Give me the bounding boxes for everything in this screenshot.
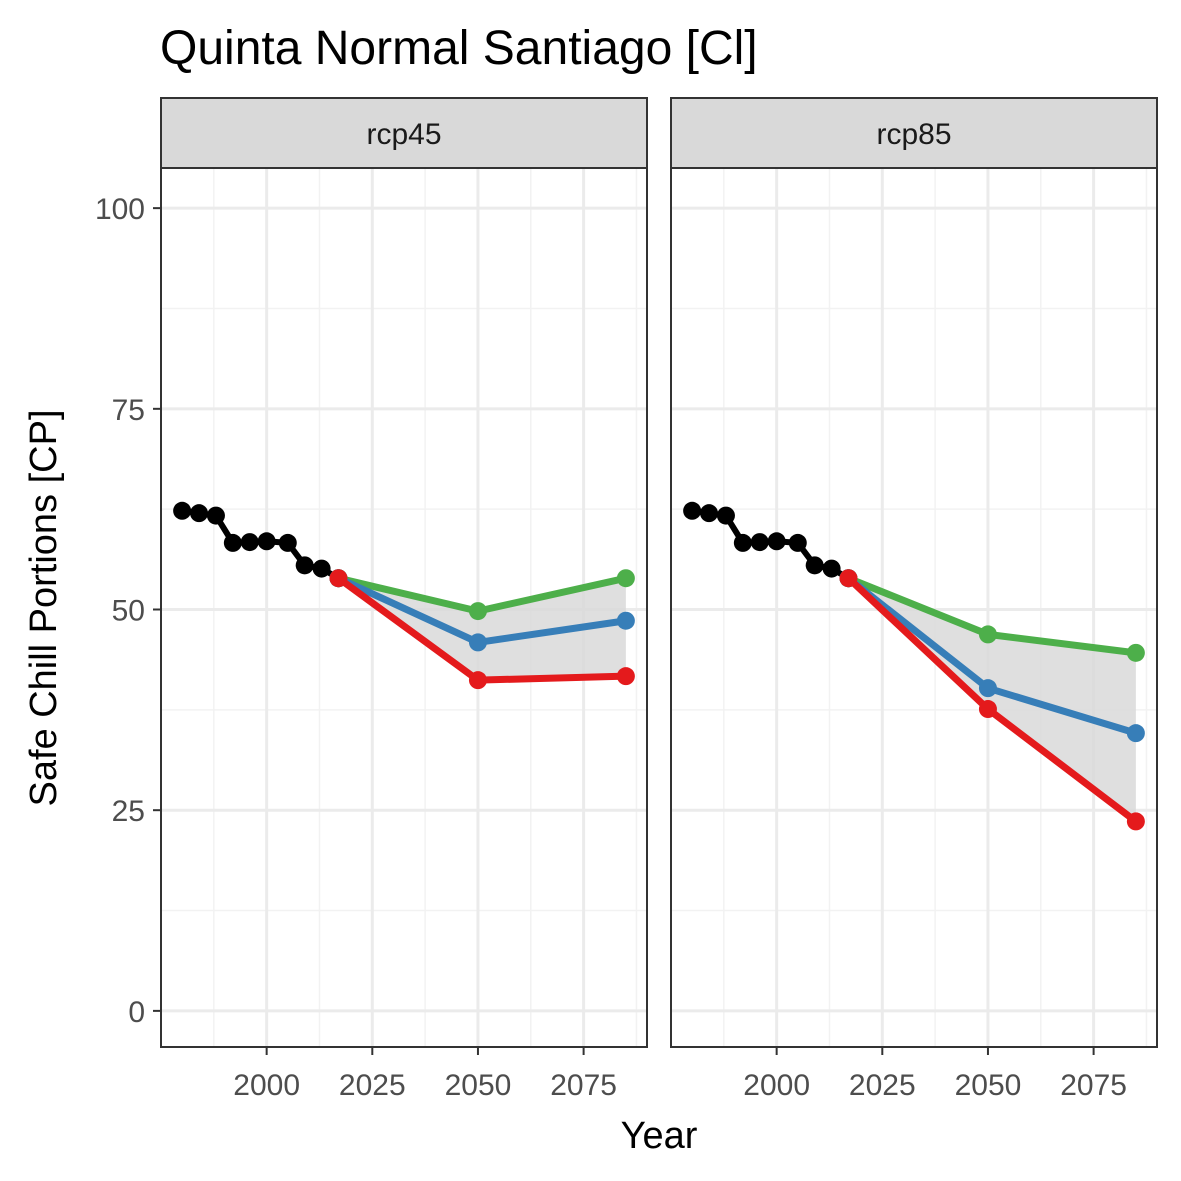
panel-rcp45: rcp45 2000 2025 2050 2075 0 25 50 75 100 xyxy=(95,97,648,1102)
gridlines xyxy=(671,168,1157,1047)
x-axis-title: Year xyxy=(621,1115,698,1157)
historic-point xyxy=(190,504,209,523)
historic-point xyxy=(822,559,841,578)
chart-title: Quinta Normal Santiago [Cl] xyxy=(160,22,758,75)
historic-point xyxy=(312,559,331,578)
x-tick-label: 2025 xyxy=(849,1069,916,1102)
historic-point xyxy=(683,501,702,520)
pessimistic-point xyxy=(616,667,635,686)
historic-point xyxy=(257,532,276,551)
x-tick-label: 2025 xyxy=(339,1069,406,1102)
x-tick-label: 2050 xyxy=(955,1069,1022,1102)
historic-point xyxy=(767,532,786,551)
historic-point xyxy=(733,533,752,552)
pessimistic-point xyxy=(839,569,858,588)
pessimistic-point xyxy=(468,671,487,690)
optimistic-point xyxy=(616,569,635,588)
historic-point xyxy=(223,533,242,552)
optimistic-point xyxy=(978,625,997,644)
x-tick-label: 2075 xyxy=(550,1069,617,1102)
x-tick-label: 2000 xyxy=(743,1069,810,1102)
strip-label: rcp85 xyxy=(876,118,951,151)
historic-point xyxy=(295,556,314,575)
pessimistic-point xyxy=(1126,812,1145,831)
pessimistic-point xyxy=(329,569,348,588)
historic-point xyxy=(700,504,719,523)
strip-label: rcp45 xyxy=(366,118,441,151)
median-point xyxy=(468,633,487,652)
median-point xyxy=(1126,724,1145,743)
x-tick-label: 2000 xyxy=(233,1069,300,1102)
historic-point xyxy=(206,506,225,525)
plot-area: rcp45 2000 2025 2050 2075 0 25 50 75 100 rcp85 2000… xyxy=(95,97,1158,1102)
historic-point xyxy=(805,556,824,575)
strip-rcp45 xyxy=(160,97,648,169)
x-tick-label: 2075 xyxy=(1060,1069,1127,1102)
uncertainty-ribbon xyxy=(338,578,626,681)
y-tick-label: 25 xyxy=(112,795,145,828)
y-tick-label: 100 xyxy=(95,193,145,226)
historic-point xyxy=(240,533,259,552)
y-tick-label: 50 xyxy=(112,595,145,628)
pessimistic-point xyxy=(978,700,997,719)
y-tick-label: 0 xyxy=(128,996,145,1029)
optimistic-point xyxy=(1126,643,1145,662)
historic-point xyxy=(788,533,807,552)
optimistic-point xyxy=(468,602,487,621)
historic-point xyxy=(173,501,192,520)
y-tick-label: 75 xyxy=(112,394,145,427)
median-point xyxy=(978,679,997,698)
panel-rcp85: rcp85 2000 2025 2050 2075 xyxy=(670,97,1158,1102)
historic-point xyxy=(716,506,735,525)
y-axis-title: Safe Chill Portions [CP] xyxy=(23,409,65,806)
historic-point xyxy=(750,533,769,552)
panel-border xyxy=(160,167,648,1048)
panel-border xyxy=(670,167,1158,1048)
x-tick-label: 2050 xyxy=(445,1069,512,1102)
historic-point xyxy=(278,533,297,552)
median-point xyxy=(616,611,635,630)
strip-rcp85 xyxy=(670,97,1158,169)
